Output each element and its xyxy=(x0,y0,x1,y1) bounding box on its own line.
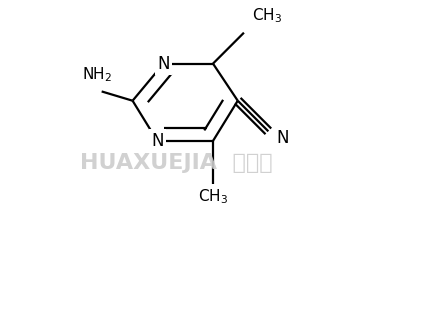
Text: CH$_3$: CH$_3$ xyxy=(252,6,282,25)
Text: N: N xyxy=(157,55,170,73)
Text: N: N xyxy=(276,129,288,147)
Text: HUAXUEJIA  化学加: HUAXUEJIA 化学加 xyxy=(80,153,272,172)
Text: NH$_2$: NH$_2$ xyxy=(82,65,112,84)
Text: CH$_3$: CH$_3$ xyxy=(198,187,228,206)
Text: N: N xyxy=(151,132,164,150)
